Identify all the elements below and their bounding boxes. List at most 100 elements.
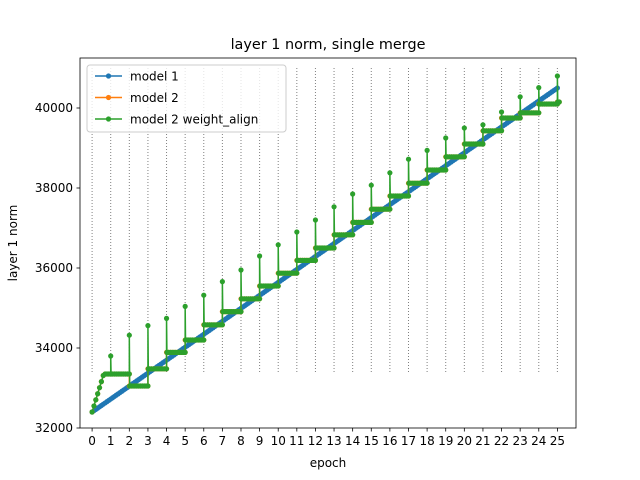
x-tick-label: 24 [531,434,546,448]
data-point [387,206,393,212]
data-point [517,115,523,121]
x-tick-label: 0 [88,434,96,448]
data-point [498,109,505,115]
x-tick-label: 4 [163,434,171,448]
x-tick-label: 21 [475,434,490,448]
data-point [387,170,393,176]
legend-label: model 2 weight_align [130,113,258,127]
x-tick-label: 19 [438,434,453,448]
data-point [238,267,244,273]
x-axis-label: epoch [310,456,347,470]
data-point [368,219,374,225]
data-point [368,182,374,188]
data-point [480,141,486,147]
legend-label: model 2 [130,91,179,105]
data-point [91,403,97,409]
data-point [257,296,263,302]
x-tick-label: 25 [550,434,565,448]
y-tick-label: 32000 [35,421,73,435]
x-tick-label: 11 [289,434,304,448]
x-tick-label: 13 [326,434,341,448]
data-point [536,85,542,91]
x-tick-label: 12 [308,434,323,448]
x-tick-label: 10 [271,434,286,448]
x-tick-label: 18 [419,434,434,448]
data-point [461,125,467,131]
data-point [145,323,151,329]
data-point [556,99,562,105]
x-tick-label: 17 [401,434,416,448]
x-tick-label: 14 [345,434,360,448]
x-tick-label: 3 [144,434,152,448]
data-point [238,309,244,315]
x-tick-label: 2 [126,434,134,448]
x-tick-label: 22 [494,434,509,448]
y-tick-label: 38000 [35,181,73,195]
x-axis: 0 1 2 3 4 5 6 7 8 9 10 11 12 13 14 15 16 17 18 19 20 21 22 23 24… [88,428,565,448]
data-point [182,303,188,309]
data-point [461,154,467,160]
y-tick-label: 40000 [35,101,73,115]
data-point [98,379,104,385]
chart-title: layer 1 norm, single merge [231,37,426,53]
y-tick-label: 36000 [35,261,73,275]
data-point [126,371,132,377]
data-point [405,193,412,199]
data-point [96,385,103,391]
data-point [108,353,114,359]
x-tick-label: 20 [457,434,472,448]
x-tick-label: 6 [200,434,208,448]
x-tick-label: 8 [237,434,245,448]
x-tick-label: 7 [219,434,227,448]
series-layer [89,73,562,415]
x-tick-label: 1 [107,434,115,448]
legend-label: model 1 [130,70,179,84]
data-point [405,156,412,162]
y-axis-label: layer 1 norm [6,205,20,282]
data-point [424,180,430,186]
legend: model 1 model 2 model 2 weight_align [86,64,287,133]
data-point [312,257,319,263]
data-point [201,337,207,343]
data-point [480,122,486,128]
legend-box [86,64,287,133]
data-point [498,128,505,134]
x-tick-label: 9 [256,434,264,448]
data-point [331,245,337,251]
data-point [95,391,101,397]
data-point [201,292,207,298]
data-point [312,217,319,223]
data-point [443,135,449,141]
axes-frame [79,57,577,429]
data-point [182,349,188,355]
data-point [517,94,523,100]
data-point [163,366,170,372]
legend-marker [105,73,112,79]
data-point [443,167,449,173]
x-tick-label: 15 [364,434,379,448]
data-point [126,332,132,338]
data-point [350,232,356,238]
series-model-2-weight-align [89,73,562,415]
x-tick-label: 5 [181,434,189,448]
y-tick-label: 34000 [35,341,73,355]
x-tick-label: 16 [382,434,397,448]
y-axis: 32000 34000 36000 38000 40000 [35,101,80,435]
data-point [275,283,281,289]
data-point [294,229,300,235]
data-point [257,253,263,259]
data-point [536,110,542,116]
legend-marker [105,116,112,122]
data-point [424,147,430,153]
data-point [89,409,95,415]
data-point [294,270,300,276]
data-point [219,279,225,285]
data-point [145,383,151,389]
data-point [350,191,356,197]
x-tick-label: 23 [513,434,528,448]
legend-marker [105,94,112,101]
data-point [219,322,225,328]
data-point [554,73,560,79]
data-point [275,242,281,248]
